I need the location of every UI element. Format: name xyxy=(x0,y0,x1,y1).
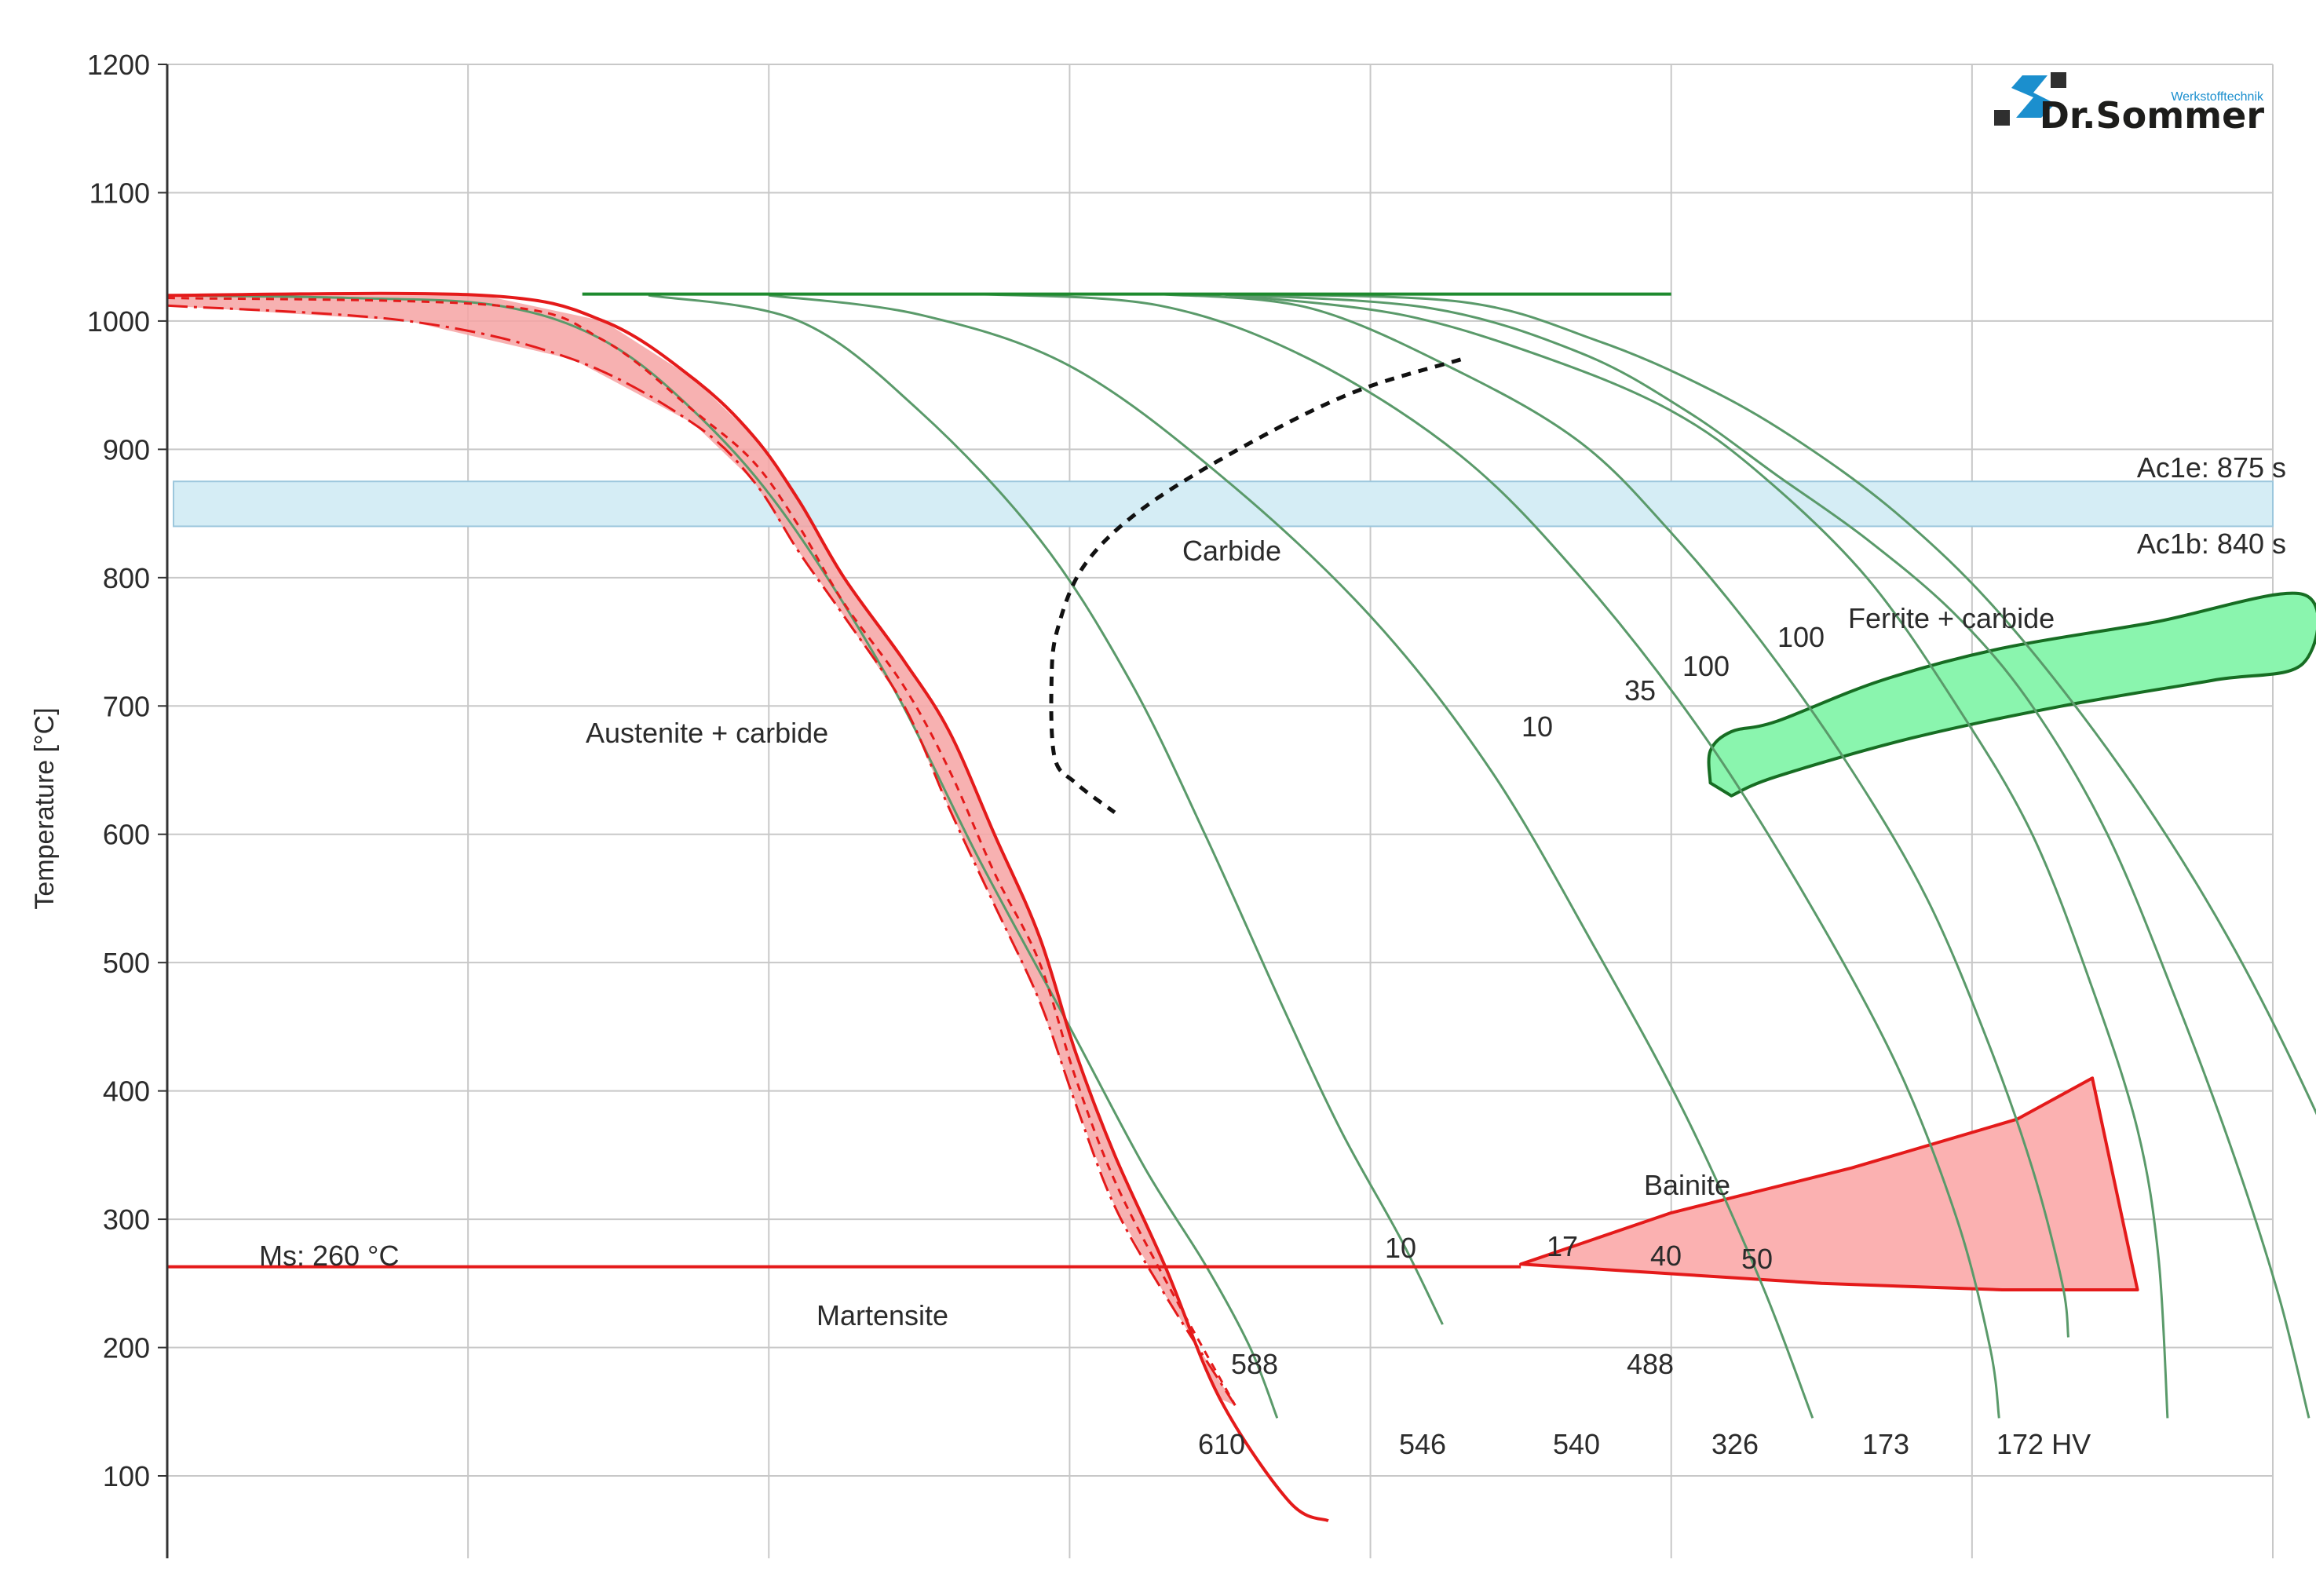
axes: 100 200 300 400 500 600 700 800 900 1000 1100 1200 xyxy=(87,49,169,1558)
bainite-value-10: 10 xyxy=(1385,1232,1416,1264)
ferrite-carbide-label: Ferrite + carbide xyxy=(1848,602,2055,634)
y-tick-label-500: 500 xyxy=(103,947,150,979)
ferrite-value-100b: 100 xyxy=(1777,621,1825,653)
y-tick-label-1200: 1200 xyxy=(87,49,150,81)
cooling-curve-546 xyxy=(769,294,1814,1419)
cooling-curve-488 xyxy=(1160,293,2069,1338)
hardness-label-326: 326 xyxy=(1711,1428,1759,1460)
martensite-start-band xyxy=(167,295,1236,1406)
y-tick-label-400: 400 xyxy=(103,1076,150,1108)
cooling-curve-173 xyxy=(1219,293,2311,1419)
ac1-band xyxy=(173,480,2274,528)
martensite-middle-line xyxy=(166,297,1237,1406)
ac1b-label: Ac1b: 840 s xyxy=(2137,528,2286,560)
martensite-upper-line xyxy=(166,291,1329,1523)
y-tick-label-700: 700 xyxy=(103,690,150,722)
bainite-region xyxy=(1519,1076,2139,1291)
cooling-curve-326 xyxy=(1219,293,2169,1419)
y-tick-label-100: 100 xyxy=(103,1460,150,1492)
ac1e-label: Ac1e: 875 s xyxy=(2137,451,2286,484)
y-tick-label-300: 300 xyxy=(103,1203,150,1236)
hardness-label-488: 488 xyxy=(1627,1348,1674,1380)
hardness-label-588: 588 xyxy=(1231,1348,1278,1380)
ferrite-carbide-region xyxy=(1707,591,2316,798)
y-tick-label-900: 900 xyxy=(103,433,150,466)
company-logo: Werkstofftechnik Dr.Sommer xyxy=(1994,72,2264,137)
ferrite-value-100a: 100 xyxy=(1682,650,1730,682)
logo-tagline: Werkstofftechnik xyxy=(2171,90,2264,104)
bainite-label: Bainite xyxy=(1644,1169,1730,1201)
cooling-curve-172hv xyxy=(1219,293,2316,1116)
martensite-lower-line xyxy=(166,304,1237,1406)
grid-lines xyxy=(167,64,2274,1558)
martensite-label: Martensite xyxy=(816,1299,948,1331)
hardness-label-172hv: 172 HV xyxy=(1996,1428,2091,1460)
ms-label: Ms: 260 °C xyxy=(259,1240,399,1272)
hardness-label-173: 173 xyxy=(1862,1428,1909,1460)
y-tick-label-1000: 1000 xyxy=(87,305,150,338)
y-tick-label-1100: 1100 xyxy=(89,177,150,209)
y-tick-label-800: 800 xyxy=(103,562,150,594)
bainite-value-17: 17 xyxy=(1547,1230,1578,1262)
cooling-curve-540 xyxy=(979,293,2000,1419)
y-tick-label-600: 600 xyxy=(103,819,150,851)
logo-square-right-icon xyxy=(2051,72,2066,88)
hardness-label-540: 540 xyxy=(1553,1428,1600,1460)
bainite-value-50: 50 xyxy=(1741,1243,1773,1275)
cooling-curve-610 xyxy=(166,294,1279,1419)
ferrite-value-35: 35 xyxy=(1624,674,1656,707)
bainite-value-40: 40 xyxy=(1650,1240,1682,1272)
carbide-boundary-line xyxy=(1049,357,1462,814)
phase-regions xyxy=(167,295,2316,1406)
logo-square-left-icon xyxy=(1994,110,2010,126)
carbide-label: Carbide xyxy=(1182,535,1281,567)
y-tick-label-200: 200 xyxy=(103,1332,150,1364)
cooling-curves xyxy=(166,291,2316,1523)
y-axis-title: Temperature [°C] xyxy=(30,707,60,909)
hardness-label-546: 546 xyxy=(1399,1428,1446,1460)
hardness-label-610: 610 xyxy=(1198,1428,1245,1460)
cooling-curve-588 xyxy=(648,294,1444,1325)
ferrite-value-10: 10 xyxy=(1521,710,1553,743)
logo-s-mark-icon xyxy=(2011,75,2055,118)
austenite-carbide-label: Austenite + carbide xyxy=(586,717,828,749)
logo-name: Dr.Sommer xyxy=(2040,94,2265,137)
